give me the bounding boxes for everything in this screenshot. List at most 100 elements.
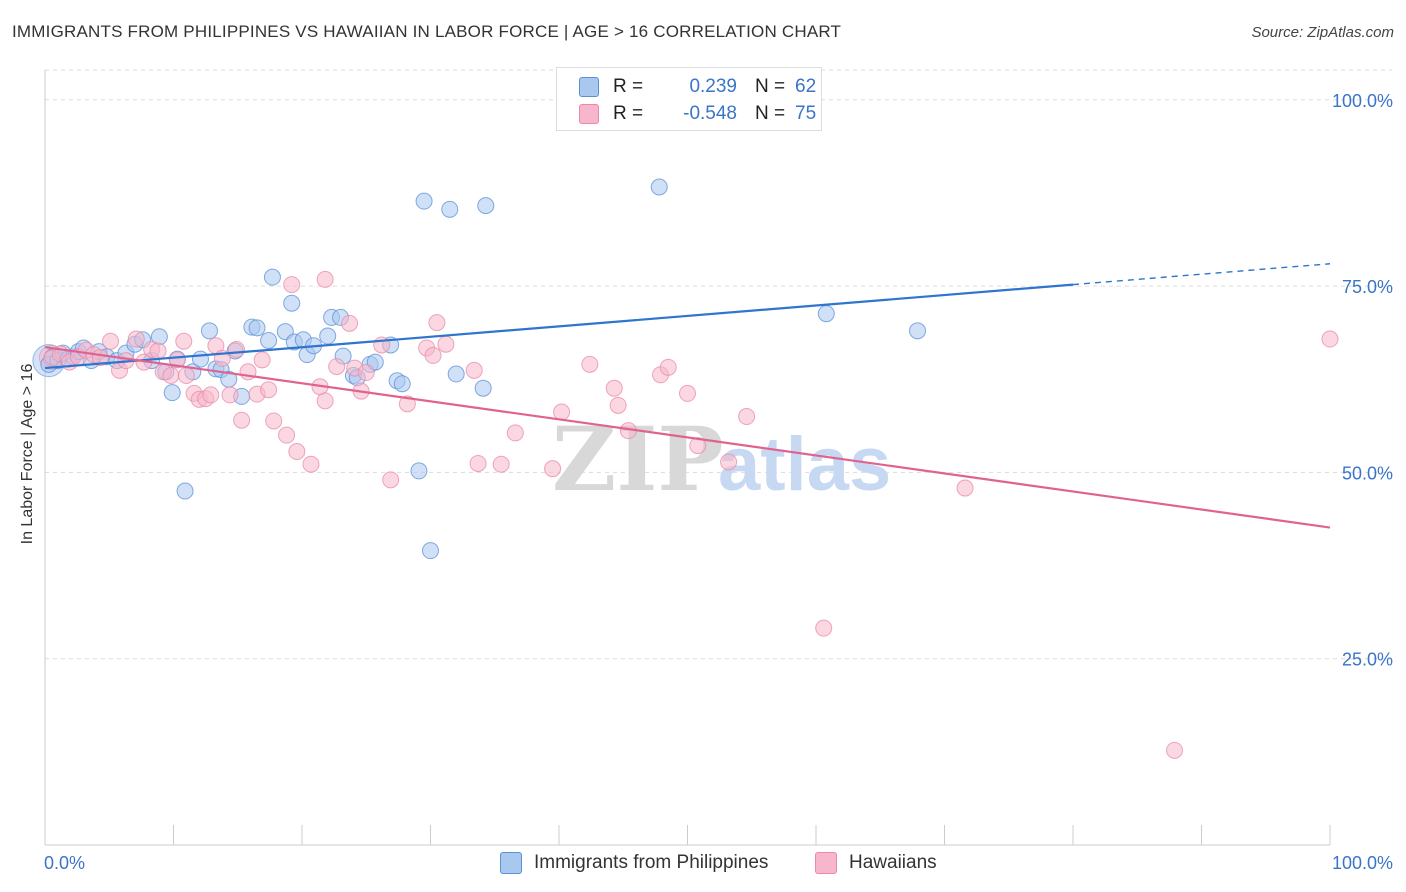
- point-hawaiians: [357, 364, 375, 382]
- point-philippines: [248, 319, 266, 337]
- legend-r-value: -0.548: [683, 103, 737, 124]
- point-hawaiians: [492, 455, 510, 473]
- point-philippines: [474, 379, 492, 397]
- point-philippines: [650, 178, 668, 196]
- point-hawaiians: [382, 471, 400, 489]
- point-hawaiians: [260, 381, 278, 399]
- point-philippines: [200, 322, 218, 340]
- y-tick-label: 75.0%: [1342, 277, 1393, 297]
- legend-r-value: 0.239: [689, 76, 737, 97]
- point-hawaiians: [1166, 741, 1184, 759]
- point-hawaiians: [581, 355, 599, 373]
- point-hawaiians: [283, 276, 301, 294]
- trendline-philippines: [44, 283, 1074, 370]
- legend-row-philippines: R = 0.239 N = 62: [579, 74, 816, 100]
- point-hawaiians: [605, 379, 623, 397]
- y-tick-label: 25.0%: [1342, 650, 1393, 670]
- point-hawaiians: [659, 358, 677, 376]
- chart-title: IMMIGRANTS FROM PHILIPPINES VS HAWAIIAN …: [12, 22, 842, 41]
- point-hawaiians: [162, 367, 180, 385]
- point-hawaiians: [720, 453, 738, 471]
- bottom-legend-label: Immigrants from Philippines: [534, 852, 769, 873]
- legend-r-label: R =: [613, 76, 644, 97]
- point-hawaiians: [227, 340, 245, 358]
- point-hawaiians: [428, 314, 446, 332]
- point-hawaiians: [221, 386, 239, 404]
- point-hawaiians: [202, 386, 220, 404]
- point-philippines: [909, 322, 927, 340]
- point-philippines: [176, 482, 194, 500]
- point-philippines: [191, 350, 209, 368]
- point-philippines: [263, 268, 281, 286]
- point-hawaiians: [815, 619, 833, 637]
- point-hawaiians: [149, 342, 167, 360]
- point-philippines: [410, 462, 428, 480]
- point-hawaiians: [544, 460, 562, 478]
- point-philippines: [441, 200, 459, 218]
- point-hawaiians: [328, 358, 346, 376]
- point-philippines: [817, 305, 835, 323]
- legend-r-label: R =: [613, 103, 644, 124]
- watermark-zip: ZIP: [552, 407, 724, 511]
- point-hawaiians: [102, 332, 120, 350]
- x-tick-label-min: 0.0%: [44, 853, 85, 873]
- point-hawaiians: [316, 270, 334, 288]
- point-hawaiians: [1321, 330, 1339, 348]
- point-hawaiians: [465, 361, 483, 379]
- point-philippines: [393, 375, 411, 393]
- point-philippines: [319, 327, 337, 345]
- bottom-legend-hawaiians: Hawaiians: [815, 852, 937, 874]
- y-axis-label: In Labor Force | Age > 16: [19, 363, 36, 545]
- point-philippines: [163, 384, 181, 402]
- legend-swatch-pink: [579, 104, 599, 124]
- point-philippines: [422, 542, 439, 560]
- point-hawaiians: [233, 411, 251, 429]
- point-hawaiians: [506, 424, 524, 442]
- point-philippines: [260, 332, 278, 350]
- bottom-legend-philippines: Immigrants from Philippines: [500, 852, 768, 874]
- point-hawaiians: [175, 332, 193, 350]
- legend-n-label: N =: [755, 103, 786, 124]
- stats-legend: R = 0.239 N = 62 R = -0.548 N = 75: [556, 67, 822, 131]
- point-philippines: [415, 192, 433, 210]
- point-hawaiians: [316, 392, 334, 410]
- y-tick-label: 100.0%: [1332, 91, 1393, 111]
- point-hawaiians: [956, 479, 974, 497]
- bottom-legend-label: Hawaiians: [849, 852, 937, 873]
- point-hawaiians: [177, 367, 195, 385]
- point-hawaiians: [469, 454, 487, 472]
- point-hawaiians: [288, 443, 306, 461]
- x-tick-label-max: 100.0%: [1332, 853, 1393, 873]
- bottom-legend-swatch-blue: [500, 852, 522, 874]
- trendline-philippines-extension: [1072, 263, 1331, 286]
- bottom-legend-swatch-pink: [815, 852, 837, 874]
- point-hawaiians: [265, 412, 283, 430]
- point-hawaiians: [553, 403, 571, 421]
- watermark-atlas: atlas: [718, 422, 891, 507]
- point-hawaiians: [689, 437, 707, 455]
- trendline-hawaiians: [44, 346, 1331, 529]
- point-hawaiians: [609, 396, 627, 414]
- point-hawaiians: [168, 351, 186, 369]
- point-hawaiians: [679, 384, 696, 402]
- source-credit: Source: ZipAtlas.com: [1251, 24, 1394, 41]
- legend-n-value: 75: [795, 103, 817, 124]
- legend-n-value: 62: [795, 76, 817, 97]
- point-hawaiians: [424, 346, 442, 364]
- point-philippines: [477, 197, 495, 215]
- point-hawaiians: [738, 408, 756, 426]
- point-hawaiians: [341, 314, 359, 332]
- point-hawaiians: [127, 330, 145, 348]
- point-hawaiians: [437, 335, 455, 353]
- point-hawaiians: [278, 426, 296, 444]
- point-hawaiians: [398, 395, 416, 413]
- legend-n-label: N =: [755, 76, 786, 97]
- point-philippines: [447, 365, 465, 383]
- point-hawaiians: [253, 351, 271, 369]
- point-hawaiians: [302, 455, 320, 473]
- legend-row-hawaiians: R = -0.548 N = 75: [579, 101, 816, 127]
- point-philippines: [283, 294, 301, 312]
- legend-swatch-blue: [579, 77, 599, 97]
- y-tick-label: 50.0%: [1342, 463, 1393, 483]
